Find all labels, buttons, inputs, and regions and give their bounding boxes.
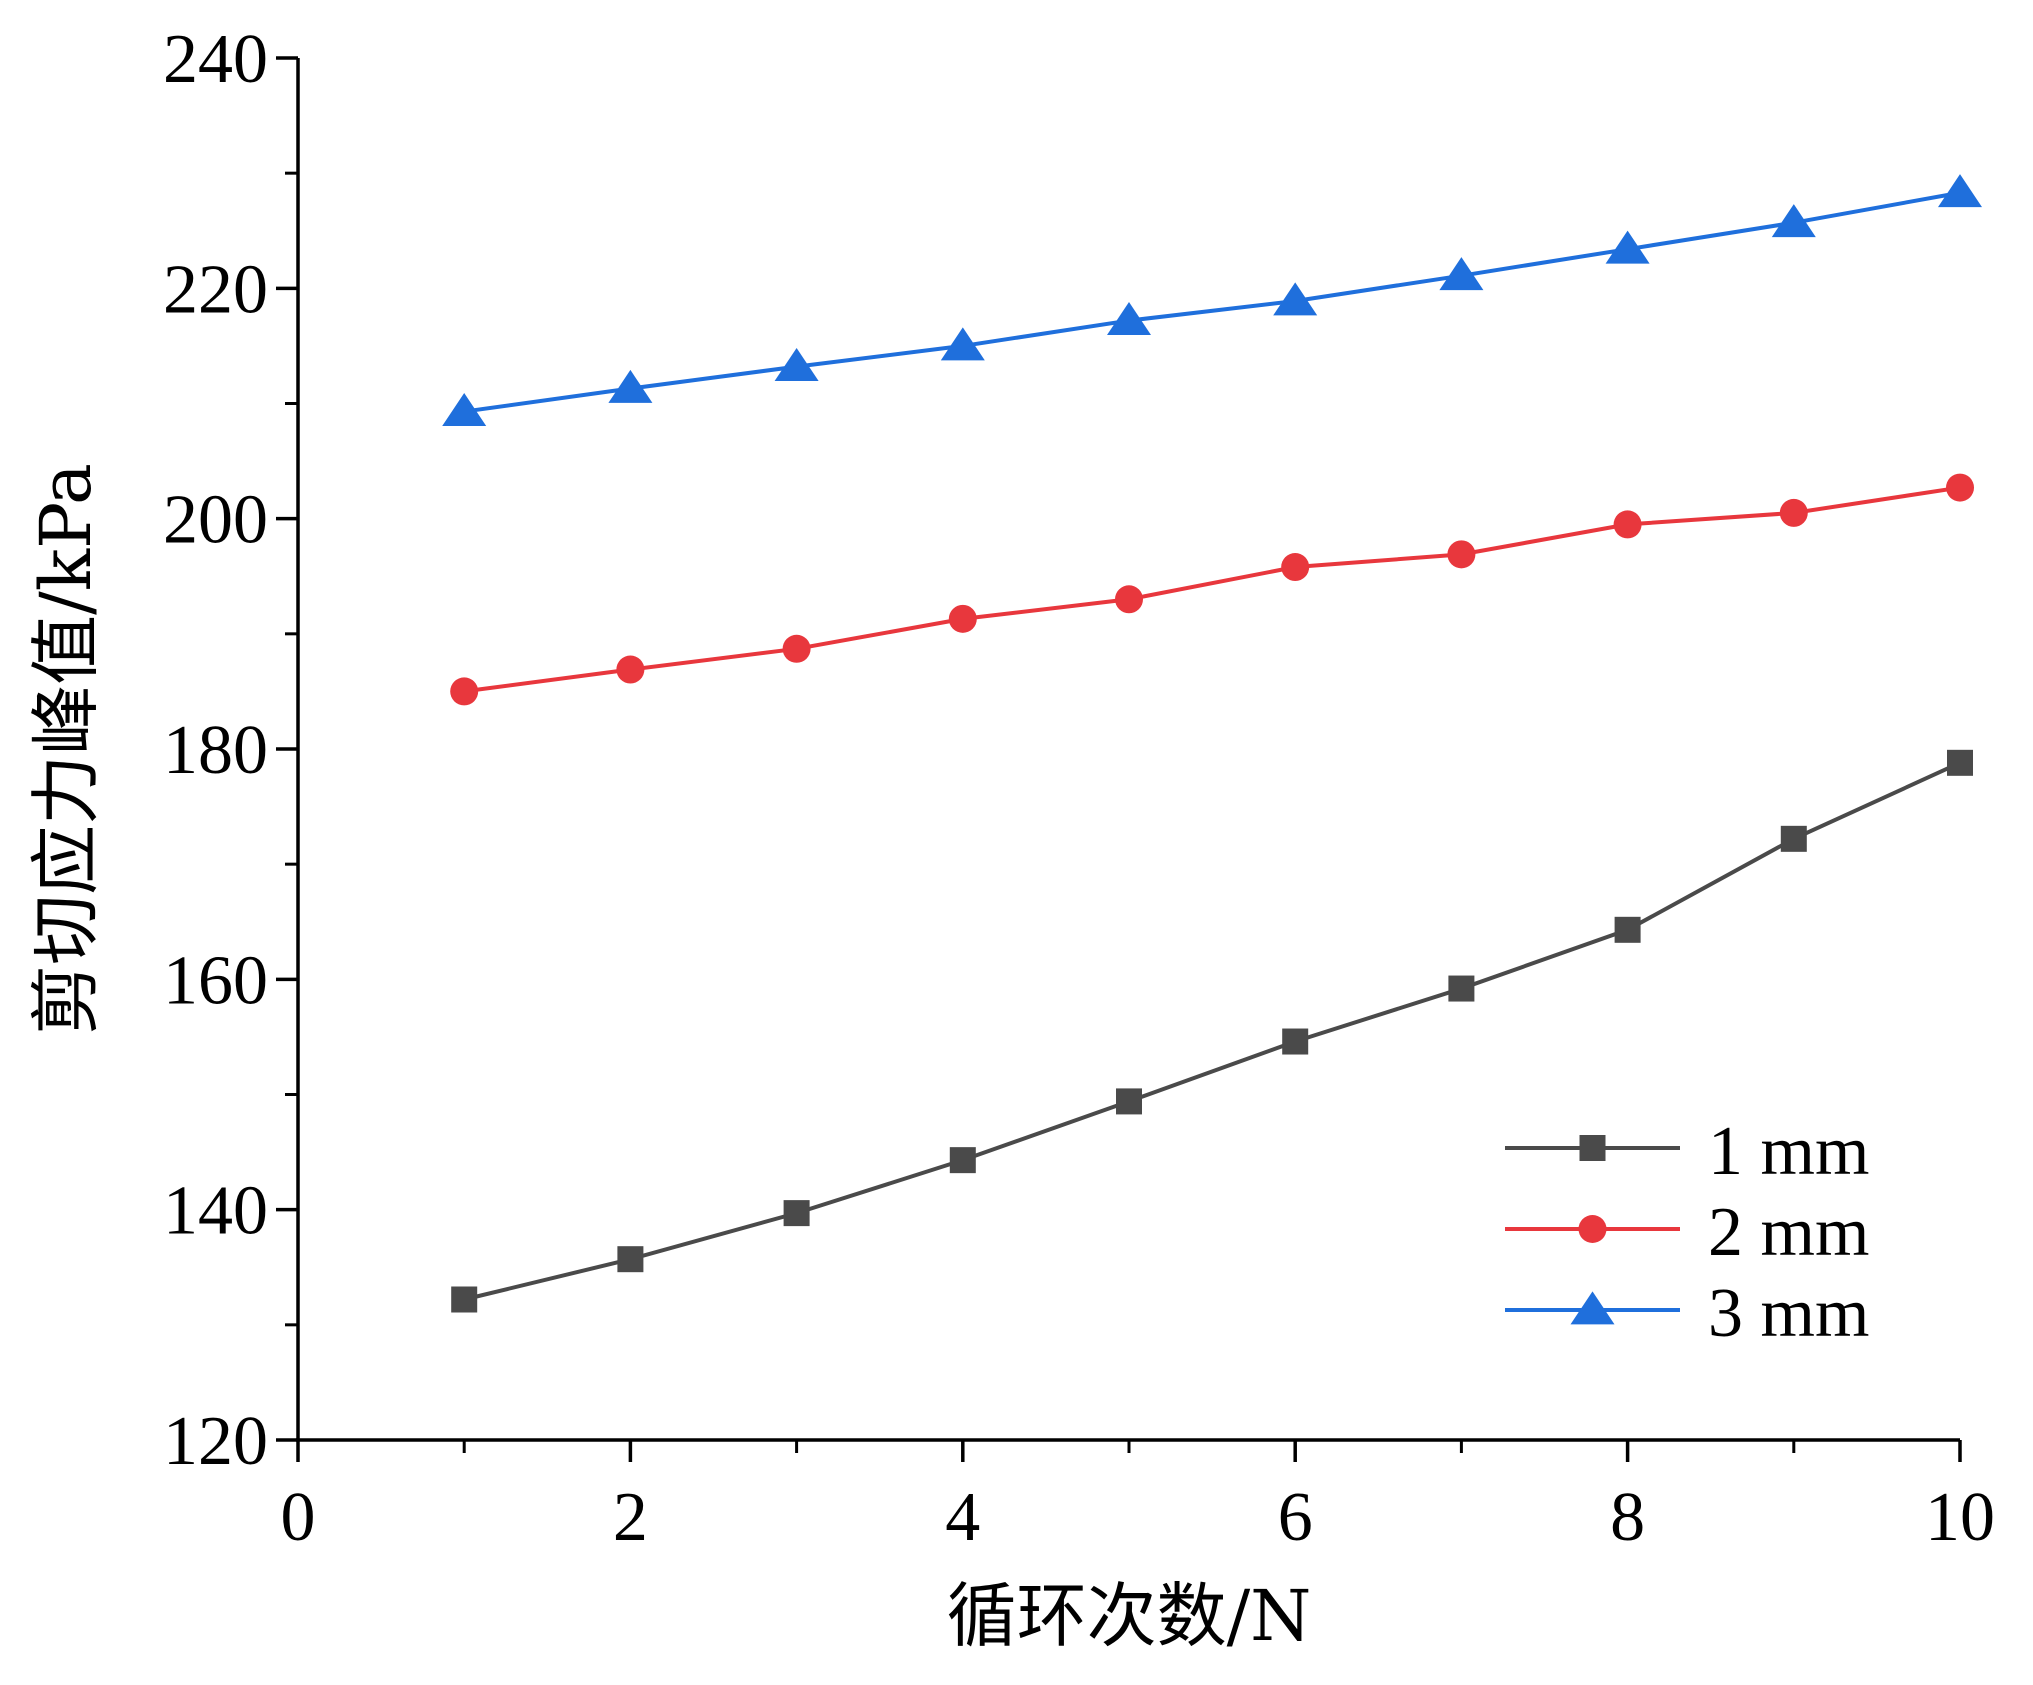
x-tick-label: 0 (281, 1479, 316, 1556)
data-point (450, 677, 479, 706)
y-tick-label: 220 (163, 251, 268, 328)
data-point (616, 655, 645, 684)
legend-label: 2 mm (1708, 1194, 1869, 1271)
data-point (1947, 749, 1973, 776)
data-point (617, 1246, 644, 1273)
y-tick-label: 120 (163, 1403, 268, 1480)
y-tick-label: 180 (163, 712, 268, 789)
data-point (1447, 540, 1476, 569)
x-axis-title: 循环次数/N (947, 1575, 1312, 1657)
y-tick-label: 240 (163, 21, 268, 98)
series-line (463, 485, 1961, 694)
series-line (463, 761, 1961, 1302)
legend-marker (1570, 1291, 1615, 1325)
data-point (1282, 1028, 1309, 1055)
data-point (1116, 1088, 1142, 1115)
y-tick-label: 200 (163, 482, 268, 559)
y-tick-label: 140 (163, 1173, 268, 1250)
data-point (940, 327, 985, 361)
x-tick-label: 6 (1278, 1479, 1313, 1556)
legend-entry: 3 mm (1505, 1275, 1869, 1352)
data-point (1439, 257, 1484, 291)
data-point (1780, 825, 1807, 852)
data-point (608, 369, 653, 403)
data-point (1107, 301, 1151, 335)
series-line (463, 190, 1961, 414)
data-point (1946, 473, 1974, 502)
x-tick-label: 10 (1925, 1479, 1995, 1556)
data-point (1281, 553, 1310, 582)
data-point (1771, 204, 1816, 238)
data-point (1938, 174, 1982, 208)
data-point (1273, 282, 1318, 316)
axes: 120 140 160 180 200 220 240 0 2 4 6 8 10 (163, 21, 1995, 1556)
legend-marker (1579, 1135, 1606, 1161)
data-point (948, 604, 977, 633)
data-point (1448, 975, 1475, 1002)
legend-label: 1 mm (1708, 1113, 1869, 1190)
legend: 1 mm2 mm3 mm (1505, 1113, 1869, 1352)
series-layer (442, 174, 1982, 1313)
y-axis-title: 剪切应力峰值/kPa (25, 463, 107, 1035)
data-point (1779, 498, 1808, 527)
data-point (783, 1200, 810, 1227)
data-point (1115, 585, 1143, 614)
x-tick-label: 2 (613, 1479, 648, 1556)
series-1 (451, 749, 1973, 1313)
legend-entry: 1 mm (1505, 1113, 1869, 1190)
series-3 (442, 174, 1982, 426)
y-tick-label: 160 (163, 942, 268, 1019)
data-point (1613, 510, 1642, 539)
series-2 (450, 473, 1974, 706)
legend-label: 3 mm (1708, 1275, 1869, 1352)
data-point (949, 1147, 976, 1174)
x-tick-label: 4 (945, 1479, 980, 1556)
data-point (774, 348, 819, 382)
data-point (451, 1286, 478, 1313)
data-point (782, 634, 811, 663)
legend-entry: 2 mm (1505, 1194, 1869, 1271)
data-point (442, 392, 487, 426)
data-point (1614, 916, 1641, 943)
x-tick-label: 8 (1610, 1479, 1645, 1556)
legend-marker (1578, 1215, 1607, 1243)
data-point (1605, 230, 1650, 264)
